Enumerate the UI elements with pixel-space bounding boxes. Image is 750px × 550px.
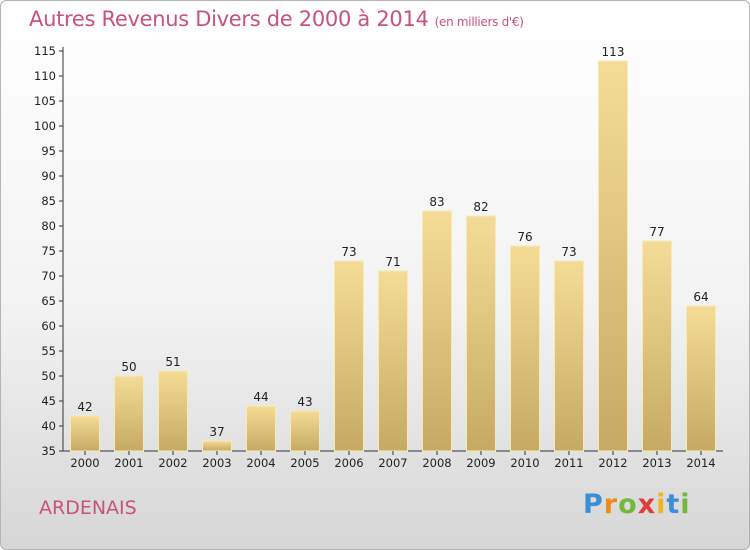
- bar-value-label: 113: [602, 45, 625, 59]
- x-tick-label: 2008: [422, 456, 451, 470]
- bar: [334, 260, 364, 452]
- bar-value-label: 76: [517, 230, 532, 244]
- bar-value-label: 64: [693, 290, 708, 304]
- x-tick-label: 2013: [642, 456, 671, 470]
- x-tick-label: 2000: [70, 456, 99, 470]
- x-tick-label: 2011: [554, 456, 583, 470]
- bar: [642, 240, 672, 452]
- bar: [246, 405, 276, 452]
- y-tick-label: 50: [41, 369, 56, 383]
- region-label: ARDENAIS: [39, 497, 137, 519]
- bar-value-label: 77: [649, 225, 664, 239]
- bar: [290, 410, 320, 452]
- bar-value-label: 43: [297, 395, 312, 409]
- x-tick-label: 2009: [466, 456, 495, 470]
- x-tick-label: 2002: [158, 456, 187, 470]
- bar: [70, 415, 100, 452]
- bar: [554, 260, 584, 452]
- bar-value-label: 82: [473, 200, 488, 214]
- y-tick-label: 75: [41, 244, 56, 258]
- x-tick-label: 2004: [246, 456, 275, 470]
- bar: [202, 440, 232, 452]
- bar-value-label: 44: [253, 390, 268, 404]
- y-tick-label: 100: [34, 119, 56, 133]
- y-tick-label: 115: [34, 44, 56, 58]
- logo-letter: P: [583, 489, 604, 520]
- logo-letter: r: [603, 489, 619, 520]
- bar: [422, 210, 452, 452]
- bar-value-label: 51: [165, 355, 180, 369]
- y-tick-label: 35: [41, 444, 56, 458]
- y-tick-label: 85: [41, 194, 56, 208]
- bar: [378, 270, 408, 452]
- bar: [686, 305, 716, 452]
- y-tick-label: 40: [41, 419, 56, 433]
- bar-value-label: 83: [429, 195, 444, 209]
- x-tick-label: 2007: [378, 456, 407, 470]
- y-tick-label: 95: [41, 144, 56, 158]
- bar-value-label: 71: [385, 255, 400, 269]
- bar: [598, 60, 628, 452]
- y-tick-label: 110: [34, 69, 56, 83]
- x-tick-label: 2005: [290, 456, 319, 470]
- bar-value-label: 73: [341, 245, 356, 259]
- y-tick-label: 90: [41, 169, 56, 183]
- chart-title-text: Autres Revenus Divers de 2000 à 2014: [29, 7, 429, 31]
- x-tick-label: 2010: [510, 456, 539, 470]
- logo-letter: i: [680, 489, 691, 520]
- logo-letter: x: [637, 489, 657, 520]
- y-tick-label: 105: [34, 94, 56, 108]
- x-tick-label: 2001: [114, 456, 143, 470]
- bar-value-label: 73: [561, 245, 576, 259]
- logo-letter: i: [656, 489, 667, 520]
- x-tick-label: 2006: [334, 456, 363, 470]
- bar-value-label: 42: [77, 400, 92, 414]
- bar: [114, 375, 144, 452]
- y-tick-label: 80: [41, 219, 56, 233]
- logo-letter: o: [618, 489, 638, 520]
- x-tick-label: 2012: [598, 456, 627, 470]
- chart-title: Autres Revenus Divers de 2000 à 2014 (en …: [29, 7, 524, 31]
- bar: [466, 215, 496, 452]
- bar-value-label: 50: [121, 360, 136, 374]
- bar: [158, 370, 188, 452]
- x-tick-label: 2014: [686, 456, 715, 470]
- bar: [510, 245, 540, 452]
- y-tick-label: 70: [41, 269, 56, 283]
- logo-letter: t: [666, 489, 681, 520]
- y-tick-label: 45: [41, 394, 56, 408]
- y-tick-label: 55: [41, 344, 56, 358]
- y-tick-label: 60: [41, 319, 56, 333]
- proxiti-logo: Proxiti: [583, 489, 691, 520]
- x-tick-label: 2003: [202, 456, 231, 470]
- chart-unit: (en milliers d'€): [434, 15, 524, 29]
- y-tick-label: 65: [41, 294, 56, 308]
- bar-value-label: 37: [209, 425, 224, 439]
